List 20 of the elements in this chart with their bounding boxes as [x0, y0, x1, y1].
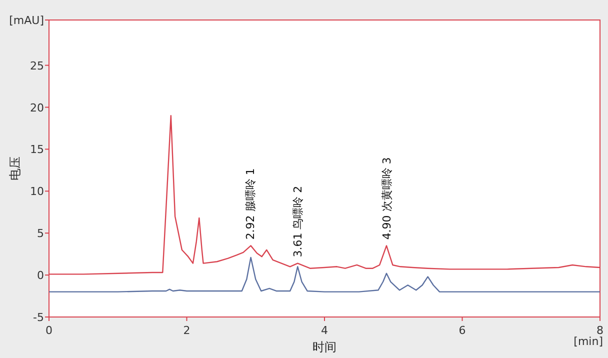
y-tick-label: 10: [30, 185, 44, 198]
y-tick-label: 0: [37, 269, 44, 282]
y-tick-label: 25: [30, 59, 44, 72]
y-tick-label: -5: [33, 311, 44, 324]
x-tick-label: 0: [46, 324, 52, 337]
x-tick-label: 6: [458, 324, 466, 337]
x-tick-label: 4: [321, 324, 328, 337]
y-tick-label: 5: [37, 227, 44, 240]
y-tick-label: 20: [30, 101, 44, 114]
annotation: 4.90 次黄嘌呤 3: [380, 157, 394, 240]
x-tick-label: 8: [596, 324, 604, 337]
y-axis-title: 电压: [8, 156, 22, 180]
line-series: [48, 256, 601, 292]
text: [min]: [574, 335, 603, 348]
annotation: 2.92 腺嘌呤 1: [244, 168, 258, 240]
y-tick-label: [mAU]: [9, 14, 44, 27]
annotation: 3.61 鸟嘌呤 2: [292, 186, 305, 258]
x-axis-title: 时间: [312, 340, 336, 354]
x-tick-label: 2: [183, 324, 190, 337]
y-tick-label: 15: [30, 143, 44, 156]
